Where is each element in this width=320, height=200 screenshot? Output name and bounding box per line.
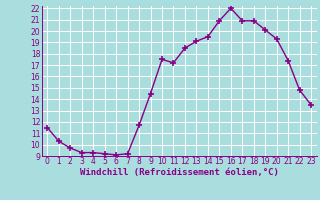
X-axis label: Windchill (Refroidissement éolien,°C): Windchill (Refroidissement éolien,°C) xyxy=(80,168,279,177)
